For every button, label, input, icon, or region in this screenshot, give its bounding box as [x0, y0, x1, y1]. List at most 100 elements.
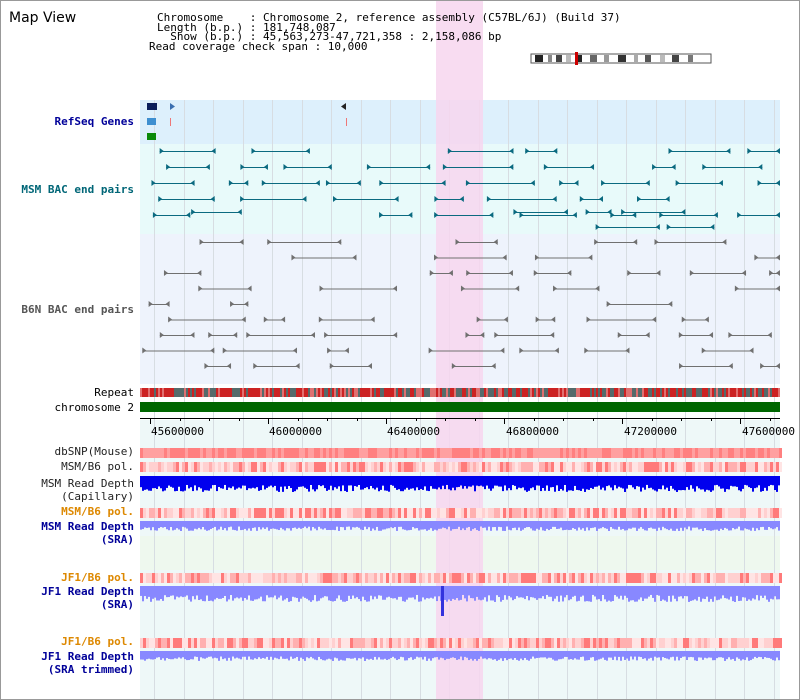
- depth-bar: [546, 476, 548, 486]
- bac-end-arrow: [769, 270, 774, 276]
- depth-bar: [602, 476, 604, 488]
- depth-bar: [450, 521, 452, 531]
- depth-bar: [386, 476, 388, 491]
- repeat-segment: [418, 388, 420, 397]
- bac-pair-line: [757, 183, 780, 184]
- ruler-tick-label: 45600000: [151, 425, 204, 438]
- depth-bar: [712, 586, 714, 602]
- depth-bar: [728, 521, 730, 531]
- pol-segment: [191, 448, 194, 458]
- pol-segment: [605, 448, 608, 458]
- depth-bar: [180, 651, 182, 659]
- depth-bar: [582, 521, 584, 529]
- depth-bar: [202, 651, 204, 659]
- depth-bar: [190, 521, 192, 531]
- depth-bar: [350, 651, 352, 659]
- repeat-segment: [174, 388, 176, 397]
- repeat-segment: [156, 388, 158, 397]
- depth-bar: [408, 521, 410, 531]
- track-label-b6n-bac[interactable]: B6N BAC end pairs: [21, 303, 134, 316]
- depth-bar: [558, 586, 560, 602]
- track-label-dbsnp[interactable]: dbSNP(Mouse): [54, 445, 134, 458]
- depth-bar: [442, 476, 444, 486]
- pol-segment: [602, 462, 605, 472]
- pol-segment: [251, 638, 254, 648]
- pol-segment: [509, 638, 512, 648]
- pol-segment: [152, 638, 155, 648]
- depth-bar: [650, 651, 652, 658]
- pol-segment: [467, 448, 470, 458]
- depth-bar: [546, 651, 548, 659]
- pol-segment: [638, 462, 641, 472]
- depth-bar: [584, 476, 586, 492]
- depth-bar: [334, 521, 336, 531]
- repeat-segment: [170, 388, 172, 397]
- depth-bar: [266, 586, 268, 596]
- depth-bar: [178, 476, 180, 487]
- grid-line: [597, 100, 598, 700]
- repeat-segment: [280, 388, 282, 397]
- bac-pair-line: [318, 319, 375, 321]
- bac-pair-line: [627, 273, 661, 274]
- depth-bar: [382, 586, 384, 600]
- pol-segment: [617, 508, 620, 518]
- repeat-segment: [234, 388, 236, 397]
- track-label-jf1-depth-trimmed[interactable]: JF1 Read Depth (SRA trimmed): [41, 650, 134, 676]
- track-label-msm-bac[interactable]: MSM BAC end pairs: [21, 183, 134, 196]
- track-label-msm-depth-sra[interactable]: MSM Read Depth (SRA): [41, 520, 134, 546]
- track-label-refseq[interactable]: RefSeq Genes: [54, 115, 134, 128]
- pol-segment: [473, 462, 476, 472]
- pol-segment: [386, 508, 389, 518]
- pol-segment: [221, 448, 224, 458]
- depth-bar: [626, 651, 628, 659]
- track-label-chromosome[interactable]: chromosome 2: [54, 401, 134, 414]
- depth-bar: [608, 651, 610, 658]
- pol-segment: [599, 508, 602, 518]
- repeat-segment: [392, 388, 394, 397]
- pol-segment: [623, 462, 626, 472]
- track-label-jf1-b6-pol-1[interactable]: JF1/B6 pol.: [61, 571, 134, 584]
- pol-segment: [149, 573, 152, 583]
- pol-segment: [359, 638, 362, 648]
- repeat-segment: [732, 388, 734, 397]
- pol-segment: [392, 638, 395, 648]
- depth-bar: [492, 586, 494, 601]
- depth-bar: [374, 521, 376, 531]
- depth-bar: [422, 521, 424, 530]
- track-label-msm-depth-capillary[interactable]: MSM Read Depth (Capillary): [41, 477, 134, 503]
- depth-bar: [546, 521, 548, 529]
- depth-bar: [640, 476, 642, 492]
- pol-segment: [170, 462, 173, 472]
- pol-segment: [407, 448, 410, 458]
- depth-bar: [178, 586, 180, 598]
- bac-pair-line: [465, 335, 485, 336]
- repeat-segment: [766, 388, 768, 397]
- bac-pair-line: [366, 167, 431, 168]
- track-label-jf1-depth-sra[interactable]: JF1 Read Depth (SRA): [41, 585, 134, 611]
- track-label-msm-b6-pol-2[interactable]: MSM/B6 pol.: [61, 505, 134, 518]
- bac-end-arrow: [675, 180, 680, 186]
- repeat-segment: [712, 388, 714, 397]
- depth-bar: [206, 586, 208, 596]
- depth-bar: [258, 521, 260, 528]
- pol-segment: [395, 448, 398, 458]
- depth-bar: [730, 521, 732, 531]
- bac-end-arrow: [205, 164, 210, 170]
- depth-bar: [532, 651, 534, 657]
- depth-bar: [674, 586, 676, 599]
- bac-end-arrow: [253, 363, 258, 369]
- pol-segment: [230, 508, 233, 518]
- depth-bar: [738, 521, 740, 527]
- pol-segment: [734, 462, 737, 472]
- depth-bar: [676, 651, 678, 657]
- track-label-jf1-b6-pol-2[interactable]: JF1/B6 pol.: [61, 635, 134, 648]
- track-label-msm-b6-pol-1[interactable]: MSM/B6 pol.: [61, 460, 134, 473]
- depth-bar: [268, 651, 270, 660]
- depth-bar: [774, 521, 776, 529]
- depth-bar: [380, 521, 382, 531]
- repeat-segment: [370, 388, 372, 397]
- depth-bar: [264, 521, 266, 529]
- depth-bar: [228, 521, 230, 528]
- track-label-repeat[interactable]: Repeat: [94, 386, 134, 399]
- depth-bar: [408, 476, 410, 490]
